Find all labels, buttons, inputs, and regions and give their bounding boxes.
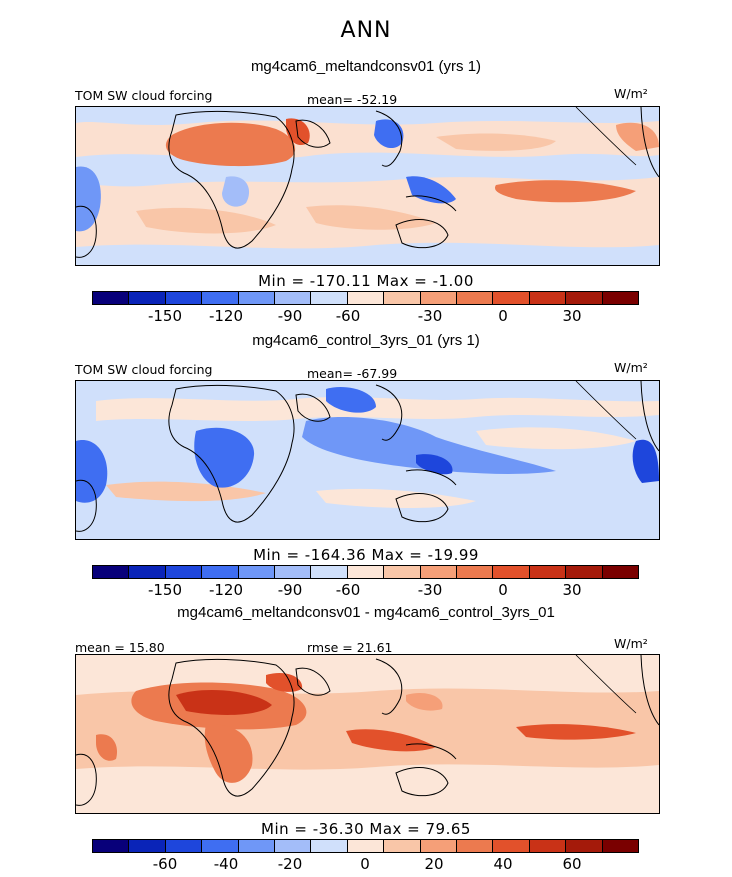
panel-1-tick: -30 — [417, 307, 443, 325]
colorbar-swatch — [566, 840, 603, 852]
colorbar-swatch — [347, 566, 385, 578]
panel-3-tick: -60 — [152, 855, 178, 873]
colorbar-swatch — [275, 840, 312, 852]
panel-2-map — [75, 380, 660, 540]
panel-1-tick: -60 — [335, 307, 361, 325]
colorbar-swatch — [93, 566, 130, 578]
colorbar-swatch — [238, 840, 276, 852]
panel-1-map — [75, 106, 660, 266]
colorbar-swatch — [93, 840, 130, 852]
colorbar-swatch — [238, 292, 276, 304]
panel-3-tick: 60 — [562, 855, 582, 873]
colorbar-swatch — [275, 292, 312, 304]
panel-3-map — [75, 654, 660, 814]
colorbar-swatch — [457, 840, 494, 852]
panel-2-tick: -90 — [277, 581, 303, 599]
colorbar-swatch — [238, 566, 276, 578]
panel-1-tick: -120 — [208, 307, 244, 325]
panel-2-tick: -30 — [417, 581, 443, 599]
panel-1-tick: -150 — [147, 307, 183, 325]
colorbar-swatch — [275, 566, 312, 578]
panel-3-mean: mean = 15.80 — [75, 640, 165, 655]
panel-1-tick: -90 — [277, 307, 303, 325]
colorbar-swatch — [202, 840, 239, 852]
colorbar-swatch — [311, 566, 348, 578]
panel-2-tick: -120 — [208, 581, 244, 599]
colorbar-swatch — [420, 840, 458, 852]
panel-2-minmax: Min = -164.36 Max = -19.99 — [253, 546, 479, 564]
panel-3-tick: 0 — [360, 855, 370, 873]
colorbar-swatch — [457, 566, 494, 578]
panel-1-colorbar — [92, 291, 639, 305]
colorbar-swatch — [347, 292, 385, 304]
panel-2-tick: 30 — [562, 581, 582, 599]
colorbar-swatch — [384, 840, 421, 852]
panel-2-title: mg4cam6_control_3yrs_01 (yrs 1) — [252, 332, 480, 349]
colorbar-swatch — [384, 566, 421, 578]
colorbar-swatch — [602, 292, 639, 304]
panel-1-variable: TOM SW cloud forcing — [75, 88, 213, 103]
colorbar-swatch — [311, 292, 348, 304]
panel-2-field — [76, 381, 659, 539]
panel-2-units: W/m² — [614, 360, 648, 375]
panel-3-tick: 40 — [493, 855, 513, 873]
panel-3-tick: -40 — [213, 855, 239, 873]
season-title: ANN — [340, 18, 392, 43]
panel-1-title: mg4cam6_meltandconsv01 (yrs 1) — [250, 58, 482, 75]
panel-1-minmax: Min = -170.11 Max = -1.00 — [258, 272, 474, 290]
colorbar-swatch — [602, 566, 639, 578]
colorbar-swatch — [165, 292, 203, 304]
panel-1-tick: 30 — [562, 307, 582, 325]
colorbar-swatch — [529, 292, 567, 304]
colorbar-swatch — [566, 566, 603, 578]
panel-1-field — [76, 107, 659, 265]
colorbar-swatch — [202, 566, 239, 578]
colorbar-swatch — [529, 840, 567, 852]
colorbar-swatch — [165, 840, 203, 852]
colorbar-swatch — [420, 292, 458, 304]
panel-2-variable: TOM SW cloud forcing — [75, 362, 213, 377]
panel-3-tick: -20 — [277, 855, 303, 873]
panel-3-tick: 20 — [424, 855, 444, 873]
colorbar-swatch — [493, 566, 530, 578]
colorbar-swatch — [384, 292, 421, 304]
panel-2-tick: 0 — [498, 581, 508, 599]
colorbar-swatch — [566, 292, 603, 304]
colorbar-swatch — [493, 292, 530, 304]
panel-3-rmse: rmse = 21.61 — [307, 640, 393, 655]
colorbar-swatch — [129, 840, 166, 852]
panel-3-units: W/m² — [614, 636, 648, 651]
colorbar-swatch — [420, 566, 458, 578]
colorbar-swatch — [529, 566, 567, 578]
colorbar-swatch — [93, 292, 130, 304]
panel-2-colorbar — [92, 565, 639, 579]
colorbar-swatch — [457, 292, 494, 304]
colorbar-swatch — [602, 840, 639, 852]
colorbar-swatch — [311, 840, 348, 852]
colorbar-swatch — [202, 292, 239, 304]
panel-2-mean: mean= -67.99 — [307, 366, 398, 381]
panel-3-colorbar — [92, 839, 639, 853]
panel-1-units: W/m² — [614, 86, 648, 101]
colorbar-swatch — [129, 566, 166, 578]
panel-3-field — [76, 655, 659, 813]
panel-1-mean: mean= -52.19 — [307, 92, 398, 107]
colorbar-swatch — [165, 566, 203, 578]
panel-2-tick: -150 — [147, 581, 183, 599]
panel-2-tick: -60 — [335, 581, 361, 599]
panel-1-tick: 0 — [498, 307, 508, 325]
colorbar-swatch — [129, 292, 166, 304]
colorbar-swatch — [493, 840, 530, 852]
colorbar-swatch — [347, 840, 385, 852]
panel-3-minmax: Min = -36.30 Max = 79.65 — [261, 820, 471, 838]
panel-3-title: mg4cam6_meltandconsv01 - mg4cam6_control… — [177, 604, 555, 621]
